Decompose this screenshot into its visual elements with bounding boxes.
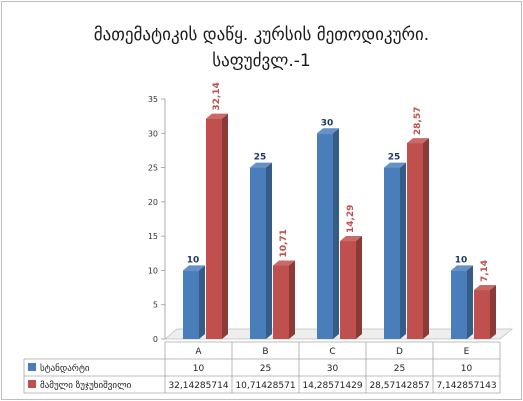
bar-standard-E — [451, 265, 473, 339]
bar-top — [384, 162, 406, 168]
table-cell: 28,57142857 — [369, 381, 429, 391]
y-tick-label: 5 — [153, 301, 158, 310]
chart-title-line-2: საფუძვლ.-1 — [212, 51, 311, 71]
table-cell: 25 — [394, 364, 405, 374]
data-label-standard-B: 25 — [254, 153, 267, 163]
bar-side — [423, 138, 429, 339]
bar-top — [474, 285, 496, 291]
bar-series2-D — [407, 138, 429, 339]
bar-standard-B — [250, 162, 272, 339]
bar-front — [474, 290, 490, 339]
legend-name-standard: სტანდარტი — [40, 363, 90, 374]
bar-side — [400, 162, 406, 339]
bar-front — [317, 133, 333, 339]
table-cell: 30 — [327, 364, 339, 374]
bar-top — [206, 113, 228, 119]
data-label-series2-D: 28,57 — [413, 107, 423, 135]
legend-name-series2: მამული ზუჯუხიშვილი — [40, 380, 132, 391]
bar-top — [451, 265, 473, 271]
bar-front — [250, 167, 266, 339]
bar-standard-D — [384, 162, 406, 339]
bar-top — [183, 265, 205, 271]
bar-series2-B — [273, 260, 295, 339]
data-label-standard-E: 10 — [455, 255, 468, 265]
table-cell: 10 — [193, 364, 205, 374]
bar-side — [490, 285, 496, 339]
bar-top — [250, 162, 272, 168]
chart-title-line-1: მათემატიკის დაწყ. კურსის მეთოდიკური. — [93, 25, 430, 45]
bar-front — [183, 270, 199, 339]
bar-standard-C — [317, 128, 339, 339]
legend-key-series2 — [28, 380, 36, 388]
chart-title: მათემატიკის დაწყ. კურსის მეთოდიკური. საფ… — [2, 22, 521, 74]
bar-top — [340, 236, 362, 242]
bar-series2-C — [340, 236, 362, 339]
bar-top — [407, 138, 429, 144]
category-label-A: A — [195, 347, 202, 357]
table-cell: 10 — [461, 364, 473, 374]
y-tick-label: 25 — [148, 164, 158, 173]
bar-side — [467, 265, 473, 339]
bar-side — [266, 162, 272, 339]
table-cell: 25 — [260, 364, 271, 374]
table-cell: 14,28571429 — [302, 381, 362, 391]
data-label-standard-D: 25 — [388, 153, 401, 163]
bar-series2-A — [206, 113, 228, 340]
data-label-series2-B: 10,71 — [279, 229, 289, 257]
data-label-series2-C: 14,29 — [346, 205, 356, 233]
bar-side — [199, 265, 205, 339]
category-label-D: D — [396, 347, 403, 357]
bar-front — [384, 167, 400, 339]
category-label-E: E — [464, 347, 470, 357]
bar-side — [356, 236, 362, 339]
y-tick-label: 30 — [148, 129, 158, 138]
bar-front — [407, 143, 423, 339]
bar-series2-E — [474, 285, 496, 339]
category-label-C: C — [329, 347, 335, 357]
table-cell: 10,71428571 — [235, 381, 295, 391]
data-label-standard-A: 10 — [187, 255, 200, 265]
y-tick-label: 20 — [148, 198, 158, 207]
bar-front — [451, 270, 467, 339]
bar-front — [273, 265, 289, 339]
bar-top — [317, 128, 339, 134]
bar-side — [222, 113, 228, 340]
data-label-standard-C: 30 — [321, 118, 334, 128]
bar-front — [340, 241, 356, 339]
data-label-series2-A: 32,14 — [212, 82, 222, 110]
legend-key-standard — [28, 363, 36, 371]
table-cell: 32,14285714 — [168, 381, 228, 391]
data-label-series2-E: 7,14 — [480, 260, 490, 282]
bar-top — [273, 260, 295, 266]
y-tick-label: 15 — [148, 232, 158, 241]
bar-front — [206, 118, 222, 340]
y-tick-label: 35 — [148, 95, 158, 104]
table-cell: 7,142857143 — [436, 381, 496, 391]
y-tick-label: 0 — [153, 335, 158, 344]
bar-standard-A — [183, 265, 205, 339]
bar-side — [289, 260, 295, 339]
category-label-B: B — [262, 347, 268, 357]
y-tick-label: 10 — [148, 266, 158, 275]
bar-side — [333, 128, 339, 339]
